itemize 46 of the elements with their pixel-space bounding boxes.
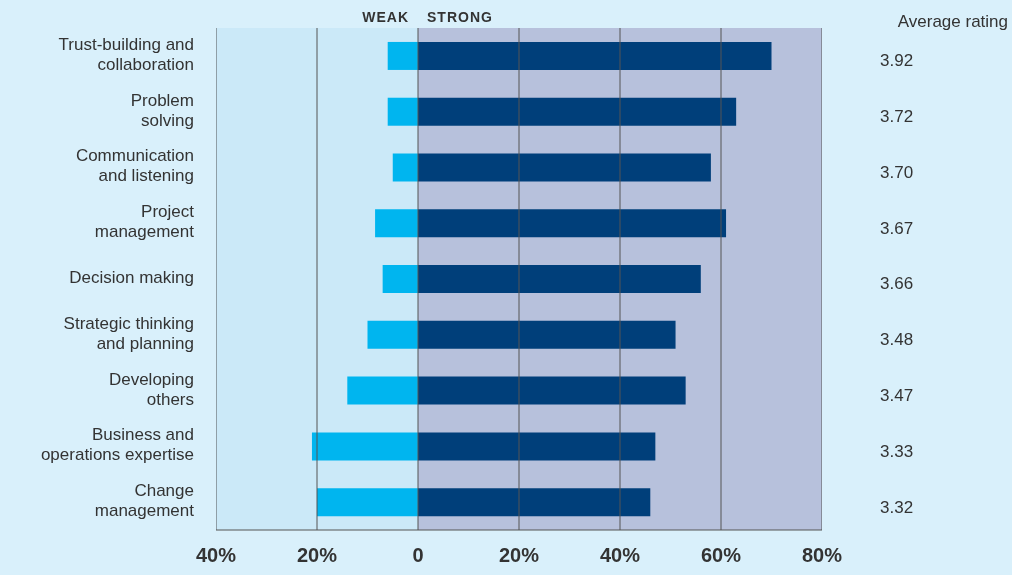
y-tick-label: Decision making (69, 268, 194, 288)
y-tick-label: Change management (94, 481, 195, 521)
x-tick-label: 0 (412, 544, 424, 567)
bar (418, 432, 656, 461)
y-tick-label: Project management (94, 202, 195, 242)
text: 3.33 (880, 441, 914, 461)
bar (418, 97, 737, 126)
bar (387, 41, 418, 70)
y-tick-label: Communication and listening (75, 146, 194, 186)
bar (387, 97, 418, 126)
text: 3.66 (880, 274, 914, 294)
text: 3.67 (880, 218, 914, 238)
band-label: STRONG (427, 8, 493, 25)
text: 3.72 (880, 107, 914, 127)
bar (392, 153, 418, 182)
text: Average rating (897, 12, 1008, 32)
y-tick-label: Problem solving (130, 91, 194, 131)
x-tick-label: 20% (498, 544, 540, 567)
bar (418, 320, 676, 349)
text: 3.92 (880, 51, 914, 71)
bar (418, 488, 651, 517)
band-label: WEAK (362, 8, 409, 25)
text: 3.48 (880, 330, 914, 350)
x-tick-label: 60% (700, 544, 742, 567)
x-tick-label: 80% (801, 544, 843, 567)
bar (367, 320, 418, 349)
x-tick-label: 40% (599, 544, 641, 567)
y-tick-label: Business and operations expertise (40, 425, 194, 465)
text: 3.32 (880, 497, 914, 517)
text: 3.47 (880, 386, 914, 406)
text: 3.70 (880, 162, 914, 182)
bar (418, 153, 711, 182)
y-tick-label: Strategic thinking and planning (63, 314, 194, 354)
bar (418, 209, 727, 238)
bar (418, 376, 686, 405)
bar (418, 41, 772, 70)
bar (382, 265, 418, 294)
bar (311, 432, 418, 461)
x-tick-label: 20% (296, 544, 338, 567)
bar (418, 265, 701, 294)
x-tick-label: 40% (195, 544, 237, 567)
bar (317, 488, 418, 517)
bar (375, 209, 418, 238)
y-tick-label: Trust-building and collaboration (58, 35, 194, 75)
y-tick-label: Developing others (108, 370, 194, 410)
bar (347, 376, 418, 405)
